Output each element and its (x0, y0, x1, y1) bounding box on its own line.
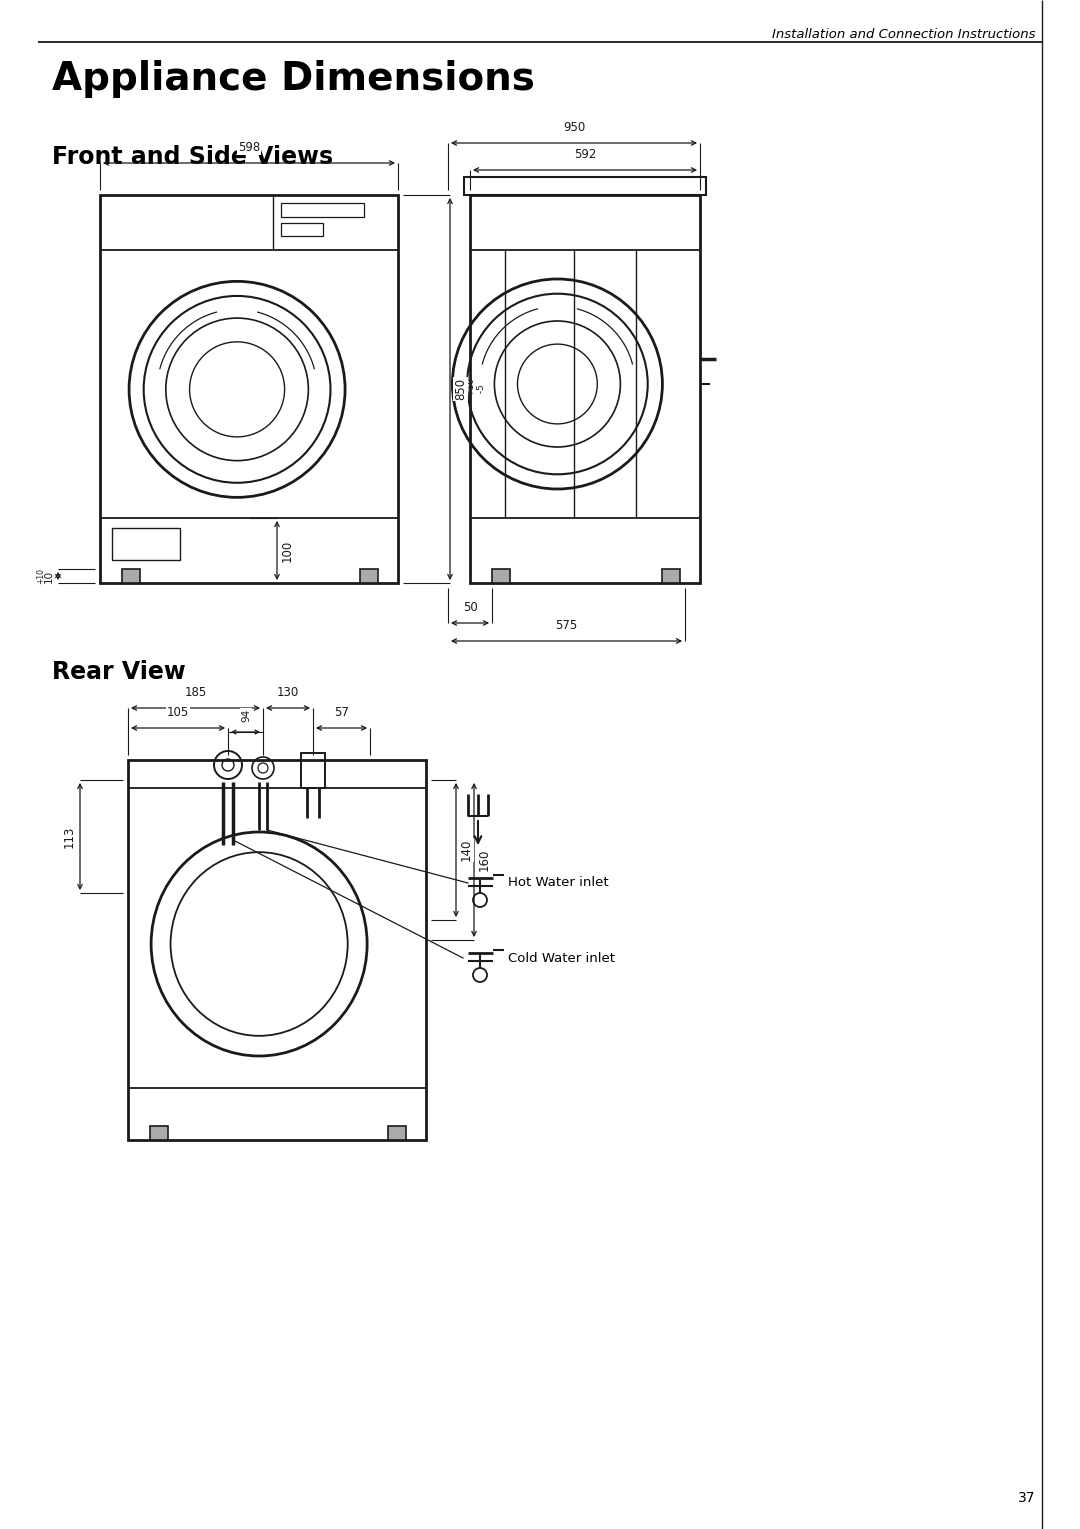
Text: 94: 94 (241, 709, 251, 722)
Text: 50: 50 (462, 601, 477, 615)
Bar (150, 1125, 168, 1141)
Text: 37: 37 (1017, 1491, 1035, 1505)
Text: 10: 10 (44, 569, 54, 583)
Text: 113: 113 (63, 826, 76, 847)
Text: Installation and Connection Instructions: Installation and Connection Instructions (771, 28, 1035, 41)
Text: +10
 -5: +10 -5 (465, 378, 486, 396)
Text: Rear View: Rear View (52, 661, 186, 683)
Text: 160: 160 (478, 849, 491, 872)
Bar (492, 569, 510, 583)
Text: 592: 592 (573, 148, 596, 161)
Text: 575: 575 (555, 619, 578, 631)
Text: Cold Water inlet: Cold Water inlet (508, 951, 615, 965)
Text: 850: 850 (454, 378, 467, 401)
Text: 105: 105 (167, 706, 189, 719)
Bar (112, 528, 180, 560)
Text: 950: 950 (563, 121, 585, 135)
Text: 598: 598 (238, 141, 260, 154)
Text: Appliance Dimensions: Appliance Dimensions (52, 60, 535, 98)
Bar (129, 760, 426, 1141)
Bar (662, 569, 680, 583)
Text: 57: 57 (334, 706, 349, 719)
Text: 100: 100 (281, 540, 294, 561)
Text: Hot Water inlet: Hot Water inlet (508, 876, 609, 890)
Text: Front and Side Views: Front and Side Views (52, 145, 333, 170)
Bar (281, 203, 364, 217)
Text: 185: 185 (185, 687, 206, 699)
Text: 130: 130 (276, 687, 299, 699)
Bar (301, 752, 325, 787)
Bar (470, 196, 700, 583)
Text: +10
 -5: +10 -5 (36, 567, 56, 584)
Bar (122, 569, 140, 583)
Bar (388, 1125, 406, 1141)
Bar (281, 223, 323, 235)
Bar (100, 196, 399, 583)
Text: 140: 140 (460, 839, 473, 861)
Bar (360, 569, 378, 583)
Bar (464, 177, 706, 196)
